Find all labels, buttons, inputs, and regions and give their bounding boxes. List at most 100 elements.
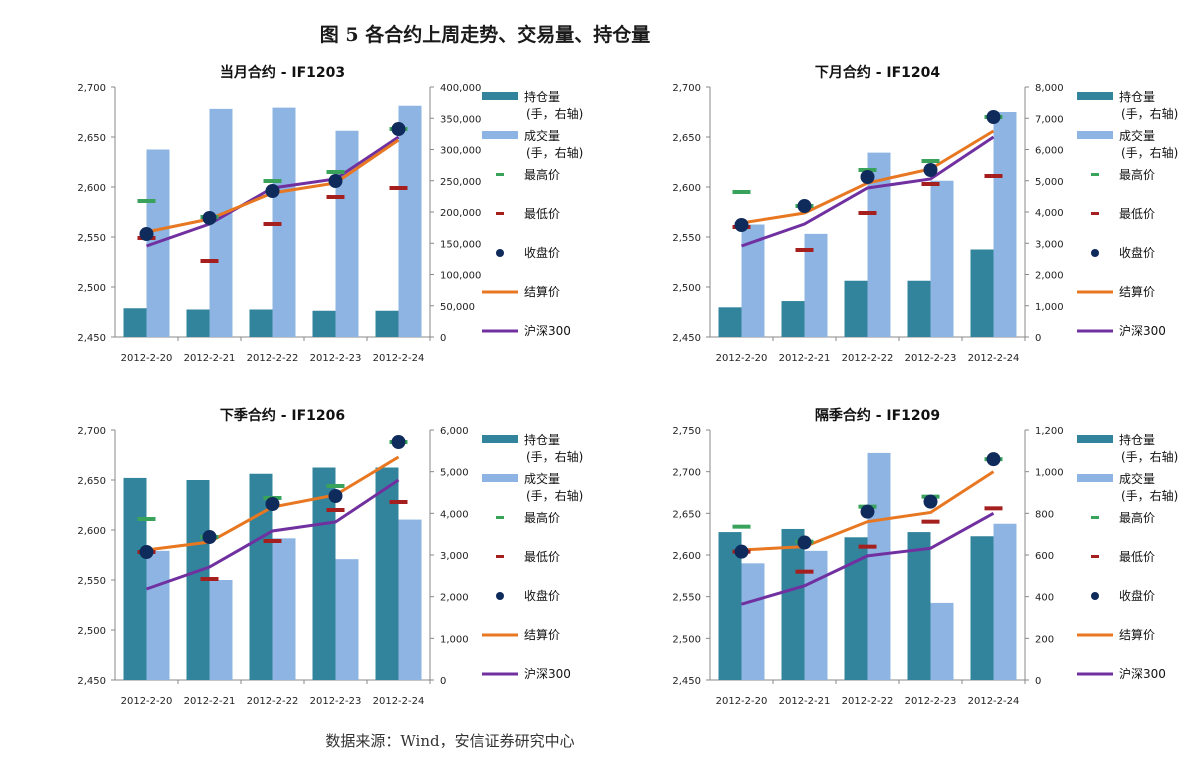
- bar-volume: [993, 523, 1017, 680]
- bar-open-interest: [375, 310, 399, 337]
- marker-close: [797, 535, 812, 550]
- bar-volume: [398, 519, 422, 680]
- marker-low: [200, 577, 219, 581]
- left-tick-label: 2,550: [672, 233, 701, 244]
- legend-swatch-low: [496, 212, 504, 215]
- bar-open-interest: [970, 536, 994, 680]
- right-tick-label: 50,000: [440, 302, 475, 313]
- legend-label-hs300: 沪深300: [1119, 667, 1166, 681]
- legend-sublabel-volume: (手，右轴): [1121, 488, 1178, 503]
- legend-swatch-high: [496, 173, 504, 176]
- legend-sublabel-volume: (手，右轴): [526, 488, 583, 503]
- legend-swatch-volume: [482, 131, 518, 139]
- bar-open-interest: [844, 537, 868, 680]
- figure-title: 图 5 各合约上周走势、交易量、持仓量: [319, 24, 651, 46]
- legend-label-close: 收盘价: [524, 588, 560, 603]
- legend-label-close: 收盘价: [1119, 588, 1155, 603]
- marker-close: [328, 174, 343, 188]
- legend-label-volume: 成交量: [1119, 128, 1155, 143]
- marker-close: [328, 489, 343, 503]
- x-tick-label: 2012-2-23: [310, 353, 362, 364]
- right-tick-label: 400,000: [440, 83, 481, 94]
- legend-swatch-open_interest: [482, 435, 518, 443]
- bar-open-interest: [907, 532, 931, 680]
- bar-open-interest: [970, 249, 994, 337]
- legend-label-open_interest: 持仓量: [1119, 89, 1155, 104]
- bar-volume: [146, 550, 170, 680]
- right-tick-label: 250,000: [440, 177, 481, 188]
- legend-swatch-close: [496, 592, 504, 600]
- legend-swatch-volume: [1077, 474, 1113, 482]
- bar-volume: [930, 180, 954, 337]
- x-tick-label: 2012-2-20: [121, 353, 173, 364]
- left-tick-label: 2,650: [77, 133, 106, 144]
- legend-label-volume: 成交量: [524, 471, 560, 486]
- left-tick-label: 2,700: [672, 468, 701, 479]
- right-tick-label: 100,000: [440, 271, 481, 282]
- marker-low: [389, 500, 408, 504]
- bar-open-interest: [907, 280, 931, 337]
- marker-close: [860, 170, 875, 184]
- legend-label-settle: 结算价: [1119, 627, 1155, 642]
- bar-volume: [209, 580, 233, 680]
- bar-open-interest: [844, 280, 868, 337]
- legend-swatch-open_interest: [1077, 92, 1113, 100]
- legend-swatch-low: [496, 555, 504, 558]
- bar-volume: [209, 108, 233, 337]
- left-tick-label: 2,600: [77, 183, 106, 194]
- legend-swatch-high: [1091, 173, 1099, 176]
- bar-open-interest: [781, 301, 805, 337]
- left-tick-label: 2,500: [672, 283, 701, 294]
- x-tick-label: 2012-2-21: [779, 353, 831, 364]
- legend-swatch-high: [496, 516, 504, 519]
- left-tick-label: 2,550: [77, 576, 106, 587]
- legend-label-low: 最低价: [524, 550, 560, 564]
- marker-close: [923, 494, 938, 509]
- right-tick-label: 600: [1035, 551, 1054, 562]
- right-tick-label: 5,000: [1035, 177, 1064, 188]
- right-tick-label: 6,000: [1035, 146, 1064, 157]
- chart-title: 下月合约 - IF1204: [815, 64, 941, 81]
- bar-volume: [804, 233, 828, 337]
- marker-close: [202, 530, 217, 544]
- legend-label-settle: 结算价: [524, 627, 560, 642]
- left-tick-label: 2,600: [672, 183, 701, 194]
- bar-open-interest: [249, 309, 273, 337]
- legend-sublabel-volume: (手，右轴): [526, 145, 583, 160]
- right-tick-label: 0: [1035, 333, 1041, 344]
- left-tick-label: 2,550: [672, 593, 701, 604]
- marker-close: [391, 122, 406, 136]
- bar-volume: [741, 224, 765, 337]
- marker-low: [921, 182, 940, 186]
- legend-label-high: 最高价: [524, 167, 560, 182]
- x-tick-label: 2012-2-21: [184, 353, 236, 364]
- marker-close: [797, 199, 812, 213]
- bar-volume: [867, 152, 891, 337]
- marker-low: [326, 508, 345, 512]
- bar-volume: [335, 130, 359, 337]
- legend-label-low: 最低价: [1119, 550, 1155, 564]
- left-tick-label: 2,500: [77, 626, 106, 637]
- line-hs300: [741, 135, 995, 248]
- marker-low: [858, 544, 877, 549]
- bar-open-interest: [375, 467, 399, 680]
- chart-title: 下季合约 - IF1206: [220, 407, 345, 424]
- legend-label-high: 最高价: [1119, 510, 1155, 525]
- legend-label-open_interest: 持仓量: [524, 89, 560, 104]
- marker-low: [984, 506, 1003, 511]
- bar-open-interest: [123, 477, 147, 680]
- chart-title: 隔季合约 - IF1209: [815, 407, 940, 424]
- marker-close: [391, 435, 406, 449]
- right-tick-label: 4,000: [440, 509, 469, 520]
- bar-volume: [867, 452, 891, 680]
- bar-open-interest: [718, 532, 742, 680]
- x-tick-label: 2012-2-24: [968, 696, 1020, 707]
- right-tick-label: 1,000: [440, 634, 469, 645]
- bar-volume: [272, 538, 296, 680]
- bar-volume: [741, 563, 765, 680]
- right-tick-label: 0: [1035, 676, 1041, 687]
- legend-sublabel-open_interest: (手，右轴): [1121, 106, 1178, 121]
- x-tick-label: 2012-2-22: [842, 696, 894, 707]
- x-tick-label: 2012-2-22: [842, 353, 894, 364]
